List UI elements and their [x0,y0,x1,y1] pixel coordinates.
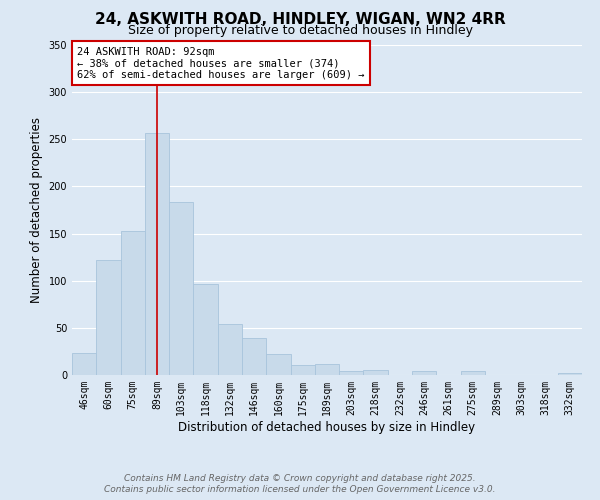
Bar [558,373,582,375]
Text: 24, ASKWITH ROAD, HINDLEY, WIGAN, WN2 4RR: 24, ASKWITH ROAD, HINDLEY, WIGAN, WN2 4R… [95,12,505,28]
Text: 24 ASKWITH ROAD: 92sqm
← 38% of detached houses are smaller (374)
62% of semi-de: 24 ASKWITH ROAD: 92sqm ← 38% of detached… [77,46,365,80]
Text: Contains HM Land Registry data © Crown copyright and database right 2025.
Contai: Contains HM Land Registry data © Crown c… [104,474,496,494]
Bar [412,371,436,375]
Bar [364,370,388,375]
Text: Size of property relative to detached houses in Hindley: Size of property relative to detached ho… [128,24,473,37]
Bar [290,364,315,375]
Y-axis label: Number of detached properties: Number of detached properties [30,117,43,303]
Bar [218,324,242,375]
Bar [242,338,266,375]
Bar [169,202,193,375]
Bar [461,371,485,375]
Bar [121,230,145,375]
X-axis label: Distribution of detached houses by size in Hindley: Distribution of detached houses by size … [178,420,476,434]
Bar [266,354,290,375]
Bar [315,364,339,375]
Bar [96,260,121,375]
Bar [339,371,364,375]
Bar [145,132,169,375]
Bar [193,284,218,375]
Bar [72,354,96,375]
